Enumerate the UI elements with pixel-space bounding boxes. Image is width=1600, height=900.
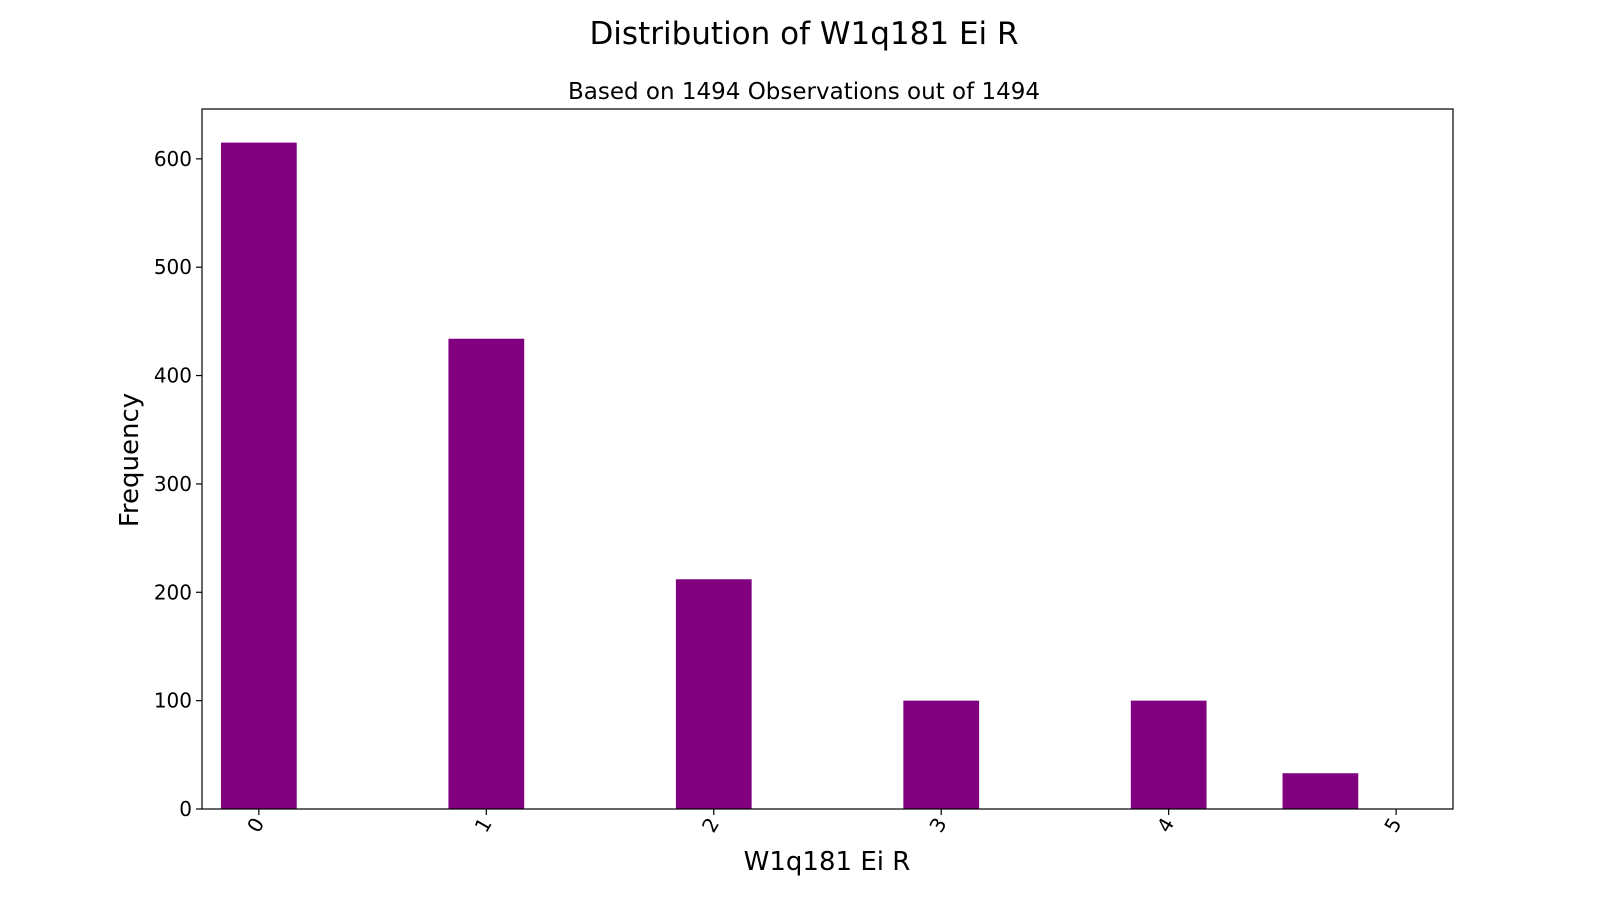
y-tick-label-1: 100 xyxy=(154,689,192,713)
y-axis-label: Frequency xyxy=(115,393,145,527)
chart-subtitle: Based on 1494 Observations out of 1494 xyxy=(568,79,1040,105)
y-tick-label-0: 0 xyxy=(179,797,192,821)
y-tick-label-6: 600 xyxy=(154,147,192,171)
y-tick-label-5: 500 xyxy=(154,255,192,279)
chart-title: Distribution of W1q181 Ei R xyxy=(589,16,1018,52)
histogram-bar-3 xyxy=(903,700,980,809)
y-tick-label-2: 200 xyxy=(154,580,192,604)
x-axis-label: W1q181 Ei R xyxy=(744,847,911,877)
bars-layer xyxy=(220,142,1359,810)
histogram-bar-4 xyxy=(1130,700,1207,809)
histogram-bar-2 xyxy=(675,579,752,809)
histogram-bar-1 xyxy=(448,338,525,809)
plot-area-frame xyxy=(201,108,1454,810)
histogram-bar-5 xyxy=(1282,773,1359,809)
y-tick-label-4: 400 xyxy=(154,364,192,388)
y-tick-label-3: 300 xyxy=(154,472,192,496)
histogram-bar-0 xyxy=(220,142,297,810)
y-axis-ticks: 0 100 200 300 400 500 600 xyxy=(154,147,202,821)
